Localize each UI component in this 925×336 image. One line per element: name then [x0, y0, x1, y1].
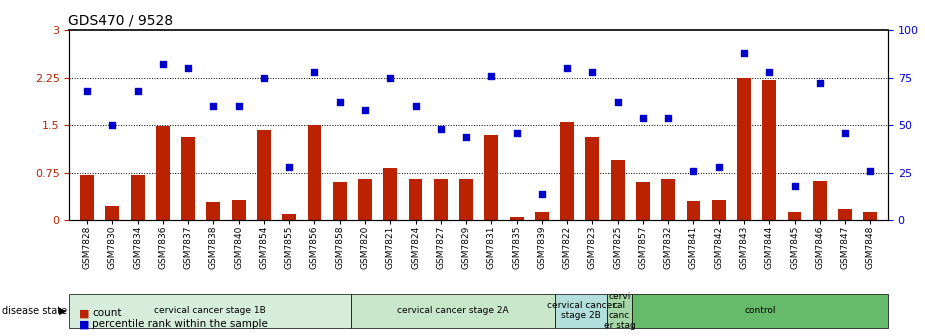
Text: disease state: disease state: [2, 306, 67, 316]
Bar: [510, 217, 524, 220]
Point: [509, 130, 524, 135]
Bar: [762, 80, 776, 220]
Bar: [661, 179, 675, 220]
Point: [180, 66, 195, 71]
Point: [711, 164, 726, 170]
Point: [80, 88, 94, 94]
Point: [535, 191, 549, 196]
Text: cervical cancer
stage 2B: cervical cancer stage 2B: [547, 301, 615, 320]
Point: [332, 100, 347, 105]
Text: GDS470 / 9528: GDS470 / 9528: [68, 14, 173, 28]
Point: [838, 130, 853, 135]
Point: [307, 69, 322, 75]
Point: [408, 103, 423, 109]
Bar: [307, 125, 321, 220]
Point: [459, 134, 474, 139]
Bar: [737, 78, 751, 220]
Bar: [459, 179, 473, 220]
Point: [660, 115, 675, 120]
Bar: [610, 160, 624, 220]
Point: [635, 115, 650, 120]
Point: [155, 62, 170, 67]
Text: ▶: ▶: [59, 306, 67, 316]
Bar: [333, 182, 347, 220]
Text: ■: ■: [79, 308, 89, 318]
Point: [256, 75, 271, 80]
Text: cervical cancer stage 1B: cervical cancer stage 1B: [154, 306, 266, 315]
Bar: [838, 209, 852, 220]
Bar: [711, 200, 726, 220]
Point: [231, 103, 246, 109]
Text: count: count: [92, 308, 122, 318]
Bar: [181, 136, 195, 220]
Point: [863, 168, 878, 173]
Bar: [80, 174, 94, 220]
Bar: [105, 206, 119, 220]
Bar: [434, 179, 448, 220]
Bar: [787, 212, 801, 220]
Bar: [535, 212, 549, 220]
Bar: [206, 202, 220, 220]
Point: [812, 81, 827, 86]
Bar: [863, 212, 877, 220]
Bar: [358, 179, 372, 220]
Point: [610, 100, 625, 105]
Point: [358, 107, 373, 113]
Point: [560, 66, 574, 71]
Bar: [686, 201, 700, 220]
Bar: [156, 126, 170, 220]
Bar: [383, 168, 397, 220]
Text: percentile rank within the sample: percentile rank within the sample: [92, 319, 268, 329]
Point: [484, 73, 499, 79]
Point: [206, 103, 221, 109]
Bar: [231, 200, 246, 220]
Text: ■: ■: [79, 319, 89, 329]
Point: [105, 123, 119, 128]
Bar: [813, 181, 827, 220]
Point: [383, 75, 398, 80]
Bar: [130, 174, 144, 220]
Point: [787, 183, 802, 188]
Point: [434, 126, 449, 132]
Point: [762, 69, 777, 75]
Point: [585, 69, 599, 75]
Text: control: control: [745, 306, 776, 315]
Bar: [409, 179, 423, 220]
Bar: [257, 130, 271, 220]
Bar: [561, 122, 574, 220]
Point: [130, 88, 145, 94]
Bar: [282, 214, 296, 220]
Bar: [586, 136, 599, 220]
Point: [282, 164, 297, 170]
Text: cervical cancer stage 2A: cervical cancer stage 2A: [398, 306, 509, 315]
Point: [736, 50, 751, 56]
Text: cervi
cal
canc
er stag: cervi cal canc er stag: [603, 292, 635, 330]
Point: [686, 168, 701, 173]
Bar: [636, 182, 650, 220]
Bar: [485, 135, 499, 220]
